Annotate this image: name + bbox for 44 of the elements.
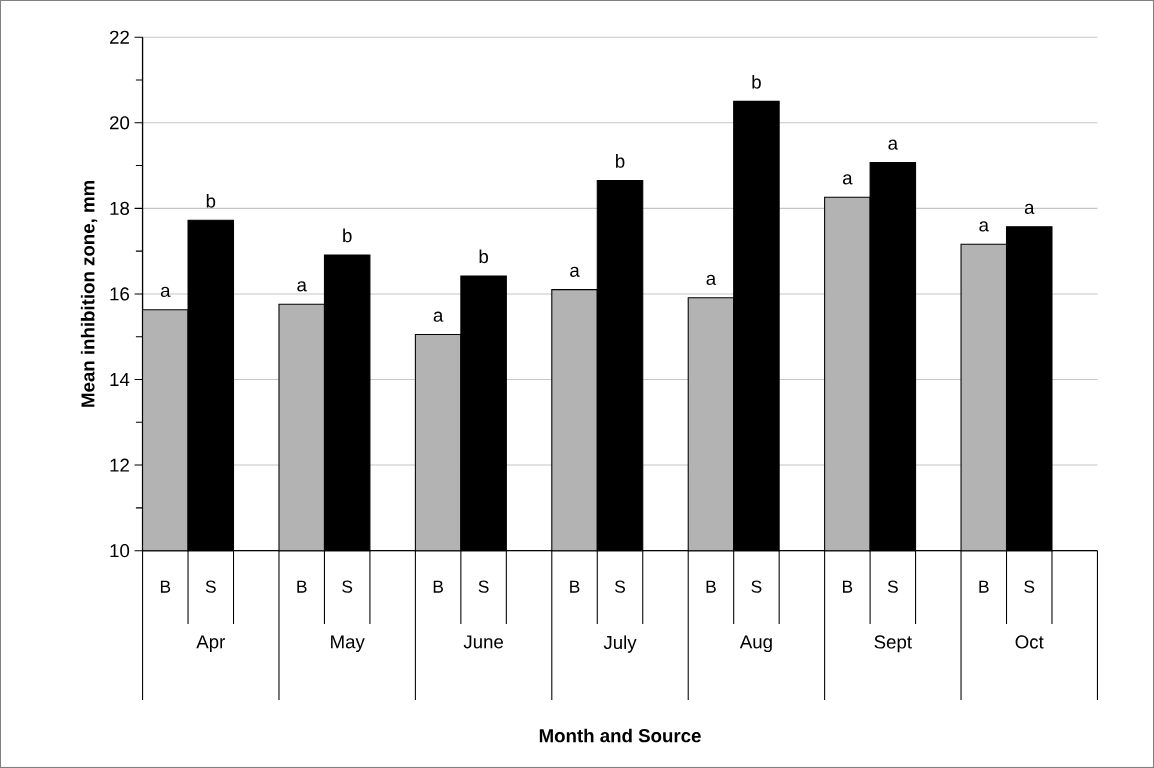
data-label: b xyxy=(343,228,352,243)
x-tick-label: Sept xyxy=(874,635,912,653)
y-tick-label: 18 xyxy=(110,201,130,216)
text: B xyxy=(297,580,307,593)
x-tick-label: Oct xyxy=(1015,635,1044,649)
data-label: b xyxy=(206,193,216,208)
text: B xyxy=(843,580,853,593)
text: S xyxy=(1024,580,1035,593)
data-label: a xyxy=(706,274,717,286)
data-label: a xyxy=(297,281,307,292)
text: S xyxy=(478,580,489,593)
text: S xyxy=(887,580,898,593)
x-axis-title: Month and Source xyxy=(539,728,701,743)
data-label: a xyxy=(979,221,989,232)
y-tick-label: 14 xyxy=(110,373,130,386)
text: B xyxy=(433,580,443,593)
text: S xyxy=(751,580,762,593)
y-tick-label: 16 xyxy=(110,287,130,301)
data-label: a xyxy=(888,139,899,150)
text: B xyxy=(706,580,716,593)
y-axis-title: Mean inhibition zone, mm xyxy=(80,181,98,407)
text: B xyxy=(570,580,580,593)
data-label: b xyxy=(479,249,489,264)
series-label: B xyxy=(160,580,171,593)
data-label: a xyxy=(160,286,171,298)
data-label: a xyxy=(570,266,580,277)
y-tick-label: 22 xyxy=(110,30,129,44)
text: B xyxy=(979,580,989,593)
data-label: b xyxy=(752,75,761,89)
y-tick-label: 12 xyxy=(110,458,129,472)
x-tick-label: Apr xyxy=(196,635,225,653)
data-label: a xyxy=(1024,203,1035,215)
x-tick-label: Aug xyxy=(739,635,772,653)
x-tick-label: May xyxy=(331,635,365,653)
data-label: a xyxy=(433,311,444,322)
x-tick-label: June xyxy=(463,635,504,649)
x-tick-label: July xyxy=(603,635,637,653)
y-tick-label: 20 xyxy=(110,116,130,130)
series-label: S xyxy=(205,580,216,593)
data-label: b xyxy=(616,154,625,168)
text: S xyxy=(342,580,353,593)
data-label: a xyxy=(842,174,853,185)
text: S xyxy=(615,580,625,593)
y-tick-label: 10 xyxy=(110,544,130,558)
